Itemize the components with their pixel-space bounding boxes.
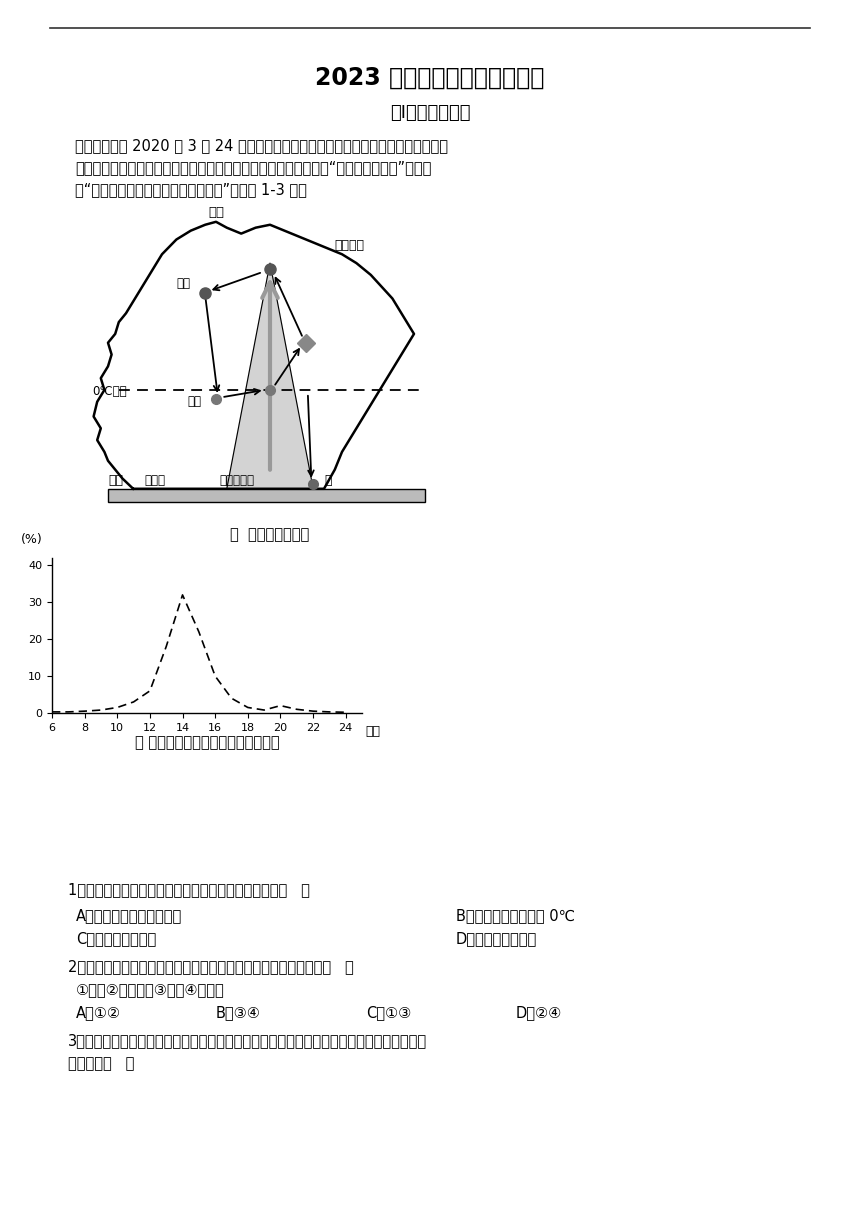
Text: B．③④: B．③④: [216, 1005, 261, 1021]
Text: ①冷锋②准静止锋③气旋④反气旋: ①冷锋②准静止锋③气旋④反气旋: [76, 982, 224, 998]
Bar: [108, 488, 425, 502]
Text: 2．据图并结合所学知识推断可能造成冰雹灰害的天气系统可能有（   ）: 2．据图并结合所学知识推断可能造成冰雹灰害的天气系统可能有（ ）: [68, 959, 353, 974]
Text: D．②④: D．②④: [516, 1005, 562, 1021]
Text: 雹: 雹: [324, 474, 331, 487]
Text: C．强烈的上升气流: C．强烈的上升气流: [76, 931, 157, 946]
Text: C．①③: C．①③: [366, 1005, 411, 1021]
Text: 1．据图分析下列关于冰雹形成的基本条件不正确的是（   ）: 1．据图分析下列关于冰雹形成的基本条件不正确的是（ ）: [68, 882, 310, 897]
Text: B．大气的温度要低于 0℃: B．大气的温度要低于 0℃: [456, 908, 575, 923]
Text: 云顶: 云顶: [208, 205, 224, 219]
Text: 冰粒: 冰粒: [176, 277, 190, 290]
Text: 还可用来（   ）: 还可用来（ ）: [68, 1056, 134, 1070]
Text: 0℃高度: 0℃高度: [92, 385, 126, 399]
Text: 强上升气流: 强上升气流: [219, 474, 255, 487]
Text: D．稳定的大气环境: D．稳定的大气环境: [456, 931, 538, 946]
Text: 第Ⅰ卷（选择题）: 第Ⅰ卷（选择题）: [390, 104, 470, 122]
Text: 地面: 地面: [108, 474, 123, 487]
Text: 3．相关部门在分析强降雨、冰雹灰害的影响范围，确定救灰物资调配时用到的地理信息技术: 3．相关部门在分析强降雨、冰雹灰害的影响范围，确定救灰物资调配时用到的地理信息技…: [68, 1033, 427, 1049]
Text: (%): (%): [21, 532, 43, 546]
Text: 时间: 时间: [366, 725, 380, 739]
Text: 雷暴雨云: 雷暴雨云: [335, 239, 365, 252]
Text: 2023 年地理高考模拟题（一）: 2023 年地理高考模拟题（一）: [316, 66, 544, 90]
Text: 为“一天中不同时段冰雹发生的百分比”，读图 1-3 题。: 为“一天中不同时段冰雹发生的百分比”，读图 1-3 题。: [75, 182, 307, 197]
Text: A．①②: A．①②: [76, 1005, 121, 1021]
Text: 区雷雨中伴有大风、冰雹、短时强降水等强对流天气。下面甲图为“冰雹形成原理图”，乙图: 区雷雨中伴有大风、冰雹、短时强降水等强对流天气。下面甲图为“冰雹形成原理图”，乙…: [75, 160, 432, 175]
Text: A．云层中要有充足的水汽: A．云层中要有充足的水汽: [76, 908, 182, 923]
Text: 甲  冰雹形成原理图: 甲 冰雹形成原理图: [230, 527, 310, 542]
Text: 贵州省气象局 2020 年 3 月 24 日发布，全省大部分地区遭遇多雷电天气，省大部分地: 贵州省气象局 2020 年 3 月 24 日发布，全省大部分地区遭遇多雷电天气，…: [75, 139, 448, 153]
Polygon shape: [227, 264, 313, 488]
Text: 乙 一天中不同时段冰雹发生的百分比: 乙 一天中不同时段冰雹发生的百分比: [135, 735, 280, 750]
Text: 小水滴: 小水滴: [144, 474, 165, 487]
Text: 冰晶: 冰晶: [187, 395, 201, 408]
